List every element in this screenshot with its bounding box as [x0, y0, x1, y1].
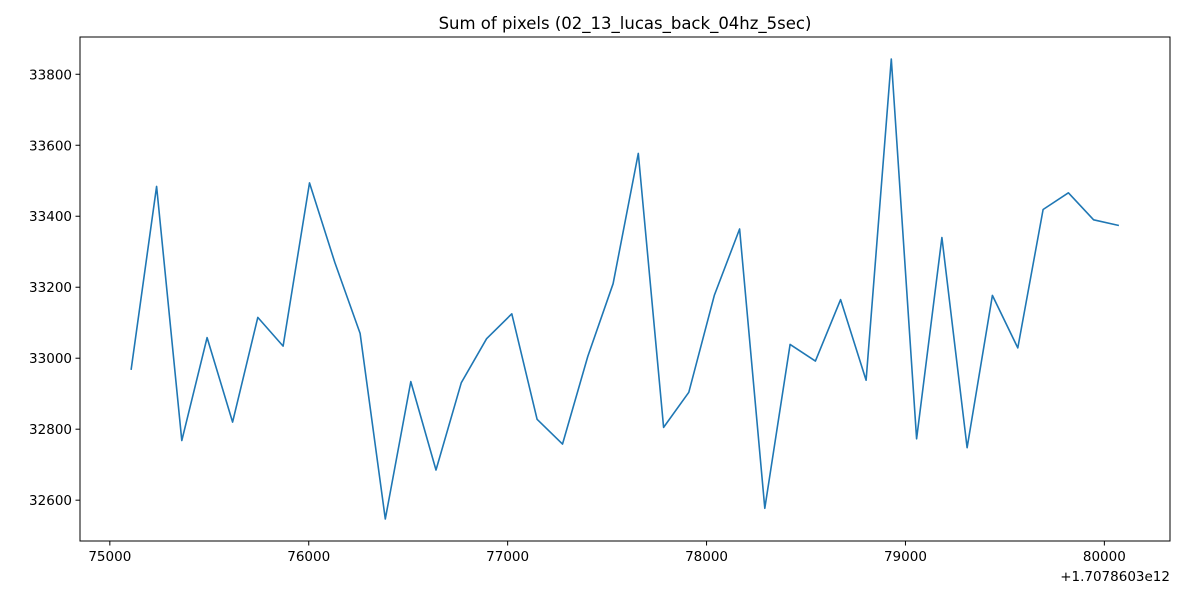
x-tick-label: 80000: [1083, 549, 1126, 565]
x-axis-offset-label: +1.7078603e12: [1060, 569, 1170, 585]
plot-area-frame: [79, 36, 1171, 542]
x-tick-label: 79000: [884, 549, 927, 565]
chart-title: Sum of pixels (02_13_lucas_back_04hz_5se…: [439, 14, 812, 34]
x-tick-label: 78000: [685, 549, 728, 565]
y-tick-label: 32800: [29, 422, 72, 438]
y-tick-label: 33400: [29, 209, 72, 225]
x-tick-label: 77000: [486, 549, 529, 565]
y-tick-label: 33600: [29, 138, 72, 154]
y-tick-label: 33000: [29, 351, 72, 367]
y-tick-label: 33800: [29, 67, 72, 83]
y-tick-label: 32600: [29, 493, 72, 509]
y-tick-label: 33200: [29, 280, 72, 296]
x-tick-label: 75000: [88, 549, 131, 565]
x-tick-label: 76000: [287, 549, 330, 565]
chart-marks: 75000 76000 77000 78000 79000 80000 32600 32800…: [29, 58, 1126, 565]
series-line: [130, 58, 1120, 520]
